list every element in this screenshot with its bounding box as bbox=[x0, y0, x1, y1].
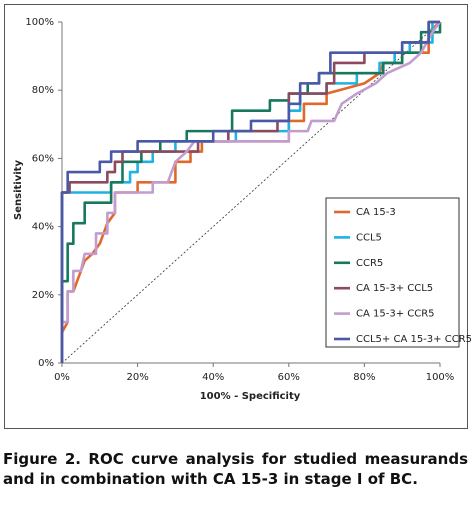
x-tick-label: 100% bbox=[426, 372, 455, 383]
x-tick-label: 0% bbox=[54, 372, 70, 383]
y-tick-label: 80% bbox=[32, 85, 54, 96]
roc-curve bbox=[60, 20, 440, 363]
caption: Figure 2. ROC curve analysis for studied… bbox=[3, 450, 468, 488]
y-tick-label: 60% bbox=[32, 153, 54, 164]
y-tick-label: 20% bbox=[32, 290, 54, 301]
legend-label: CA 15-3 bbox=[356, 207, 396, 218]
frame bbox=[4, 4, 468, 429]
x-tick-label: 80% bbox=[353, 372, 375, 383]
x-axis-label: 100% - Specificity bbox=[200, 391, 301, 402]
legend-box bbox=[325, 197, 460, 348]
x-tick-label: 60% bbox=[278, 372, 300, 383]
chart: Sensitivity 100% - Specificity 0% 20% 40% 6… bbox=[4, 4, 472, 429]
y-tick-label: 100% bbox=[25, 17, 54, 28]
legend-label: CCR5 bbox=[356, 258, 383, 269]
reference-line bbox=[61, 21, 441, 364]
y-tick-label: 40% bbox=[32, 222, 54, 233]
y-tick-label: 0% bbox=[38, 358, 54, 369]
roc-curve bbox=[60, 21, 442, 363]
roc-curve bbox=[60, 22, 442, 363]
legend-label: CA 15-3+ CCL5 bbox=[356, 283, 433, 294]
legend-label: CA 15-3+ CCR5 bbox=[356, 309, 435, 320]
y-axis-label: Sensitivity bbox=[13, 160, 24, 220]
x-tick-label: 40% bbox=[202, 372, 224, 383]
x-tick-label: 20% bbox=[126, 372, 148, 383]
legend-label: CCL5+ CA 15-3+ CCR5 bbox=[356, 334, 472, 345]
legend-label: CCL5 bbox=[356, 232, 382, 243]
